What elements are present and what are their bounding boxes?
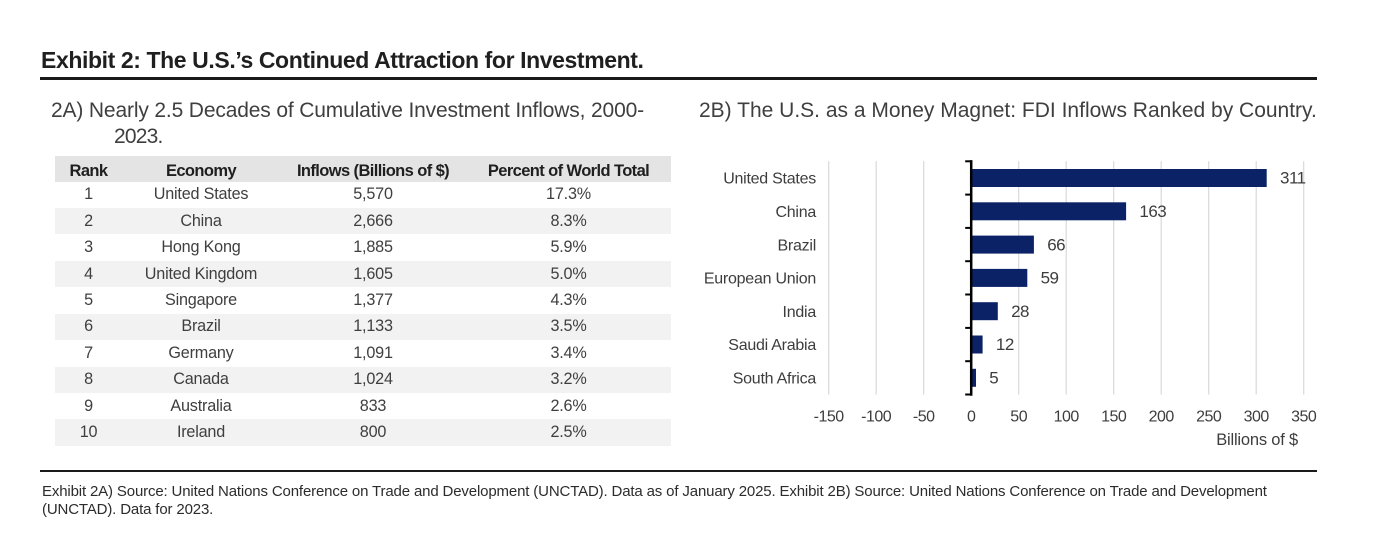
svg-text:Saudi Arabia: Saudi Arabia xyxy=(728,337,816,354)
svg-text:0: 0 xyxy=(967,408,976,425)
svg-text:South Africa: South Africa xyxy=(733,371,817,388)
svg-text:150: 150 xyxy=(1101,408,1127,425)
svg-text:250: 250 xyxy=(1196,408,1222,425)
svg-text:-100: -100 xyxy=(861,408,892,425)
svg-text:200: 200 xyxy=(1149,408,1175,425)
svg-text:28: 28 xyxy=(1011,302,1029,321)
svg-text:Brazil: Brazil xyxy=(777,237,816,254)
svg-text:European Union: European Union xyxy=(704,271,816,288)
svg-text:United States: United States xyxy=(723,171,816,188)
svg-text:12: 12 xyxy=(996,335,1014,354)
svg-text:Billions of $: Billions of $ xyxy=(1216,431,1298,449)
svg-text:350: 350 xyxy=(1291,408,1317,425)
svg-text:India: India xyxy=(783,304,817,321)
svg-text:311: 311 xyxy=(1280,169,1306,188)
svg-text:100: 100 xyxy=(1054,408,1080,425)
svg-text:5: 5 xyxy=(989,369,998,388)
svg-text:300: 300 xyxy=(1244,408,1270,425)
svg-text:163: 163 xyxy=(1139,202,1166,221)
svg-text:-150: -150 xyxy=(814,408,845,425)
svg-text:59: 59 xyxy=(1041,269,1059,288)
svg-text:-50: -50 xyxy=(913,408,935,425)
svg-text:50: 50 xyxy=(1010,408,1027,425)
svg-text:66: 66 xyxy=(1047,235,1065,254)
svg-text:China: China xyxy=(775,204,816,221)
